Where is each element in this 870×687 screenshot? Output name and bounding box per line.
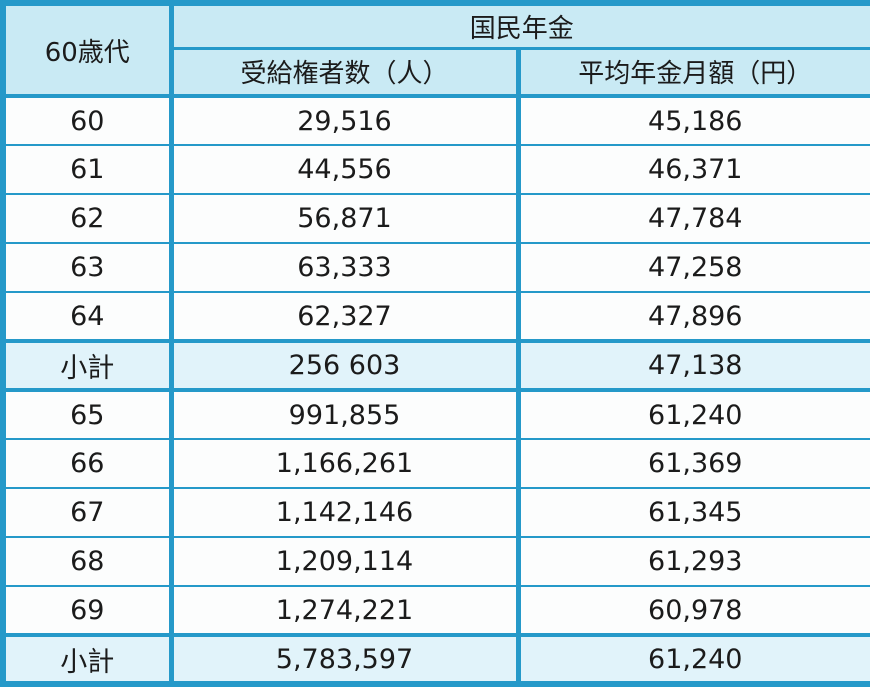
subtotal-row: 小計 5,783,597 61,240 bbox=[0, 633, 870, 684]
table-row: 66 1,166,261 61,369 bbox=[0, 438, 870, 488]
subtotal-row: 小計 256 603 47,138 bbox=[0, 339, 870, 390]
avg-monthly-cell: 46,371 bbox=[515, 144, 870, 194]
table-row: 67 1,142,146 61,345 bbox=[0, 487, 870, 537]
recipients-cell: 63,333 bbox=[168, 242, 518, 292]
age-cell: 小計 bbox=[0, 633, 171, 684]
col-header-avg-monthly: 平均年金月額（円） bbox=[515, 46, 870, 96]
avg-monthly-cell: 61,240 bbox=[515, 633, 870, 684]
group-header-row: 60歳代 国民年金 bbox=[0, 3, 870, 96]
table-row: 62 56,871 47,784 bbox=[0, 193, 870, 243]
age-cell: 61 bbox=[0, 144, 171, 194]
col-header-recipients: 受給権者数（人） bbox=[168, 46, 518, 96]
recipients-cell: 1,209,114 bbox=[168, 536, 518, 586]
table-row: 63 63,333 47,258 bbox=[0, 242, 870, 292]
avg-monthly-cell: 47,896 bbox=[515, 291, 870, 341]
column-header-row: 受給権者数（人） 平均年金月額（円） bbox=[3, 46, 870, 96]
recipients-cell: 1,166,261 bbox=[168, 438, 518, 488]
age-cell: 小計 bbox=[0, 339, 171, 390]
age-cell: 60 bbox=[0, 94, 171, 145]
table-row: 60 29,516 45,186 bbox=[0, 94, 870, 145]
recipients-cell: 29,516 bbox=[168, 94, 518, 145]
age-cell: 68 bbox=[0, 536, 171, 586]
avg-monthly-cell: 60,978 bbox=[515, 585, 870, 635]
recipients-cell: 1,274,221 bbox=[168, 585, 518, 635]
age-cell: 64 bbox=[0, 291, 171, 341]
table-header: 60歳代 国民年金 受給権者数（人） 平均年金月額（円） bbox=[0, 3, 870, 96]
table-row: 64 62,327 47,896 bbox=[0, 291, 870, 341]
age-cell: 66 bbox=[0, 438, 171, 488]
avg-monthly-cell: 61,369 bbox=[515, 438, 870, 488]
avg-monthly-cell: 45,186 bbox=[515, 94, 870, 145]
recipients-cell: 1,142,146 bbox=[168, 487, 518, 537]
age-cell: 65 bbox=[0, 388, 171, 439]
age-cell: 63 bbox=[0, 242, 171, 292]
age-cell: 69 bbox=[0, 585, 171, 635]
recipients-cell: 5,783,597 bbox=[168, 633, 518, 684]
avg-monthly-cell: 47,258 bbox=[515, 242, 870, 292]
group-header-cell: 国民年金 bbox=[168, 3, 870, 48]
avg-monthly-cell: 61,293 bbox=[515, 536, 870, 586]
recipients-cell: 256 603 bbox=[168, 339, 518, 390]
avg-monthly-cell: 61,240 bbox=[515, 388, 870, 439]
recipients-cell: 991,855 bbox=[168, 388, 518, 439]
corner-header-cell: 60歳代 bbox=[0, 3, 171, 96]
recipients-cell: 56,871 bbox=[168, 193, 518, 243]
recipients-cell: 62,327 bbox=[168, 291, 518, 341]
avg-monthly-cell: 47,784 bbox=[515, 193, 870, 243]
table-row: 65 991,855 61,240 bbox=[0, 388, 870, 439]
table-row: 68 1,209,114 61,293 bbox=[0, 536, 870, 586]
table-body: 60 29,516 45,186 61 44,556 46,371 62 56,… bbox=[0, 94, 870, 684]
recipients-cell: 44,556 bbox=[168, 144, 518, 194]
avg-monthly-cell: 61,345 bbox=[515, 487, 870, 537]
age-cell: 67 bbox=[0, 487, 171, 537]
age-cell: 62 bbox=[0, 193, 171, 243]
table-row: 61 44,556 46,371 bbox=[0, 144, 870, 194]
avg-monthly-cell: 47,138 bbox=[515, 339, 870, 390]
table-row: 69 1,274,221 60,978 bbox=[0, 585, 870, 635]
